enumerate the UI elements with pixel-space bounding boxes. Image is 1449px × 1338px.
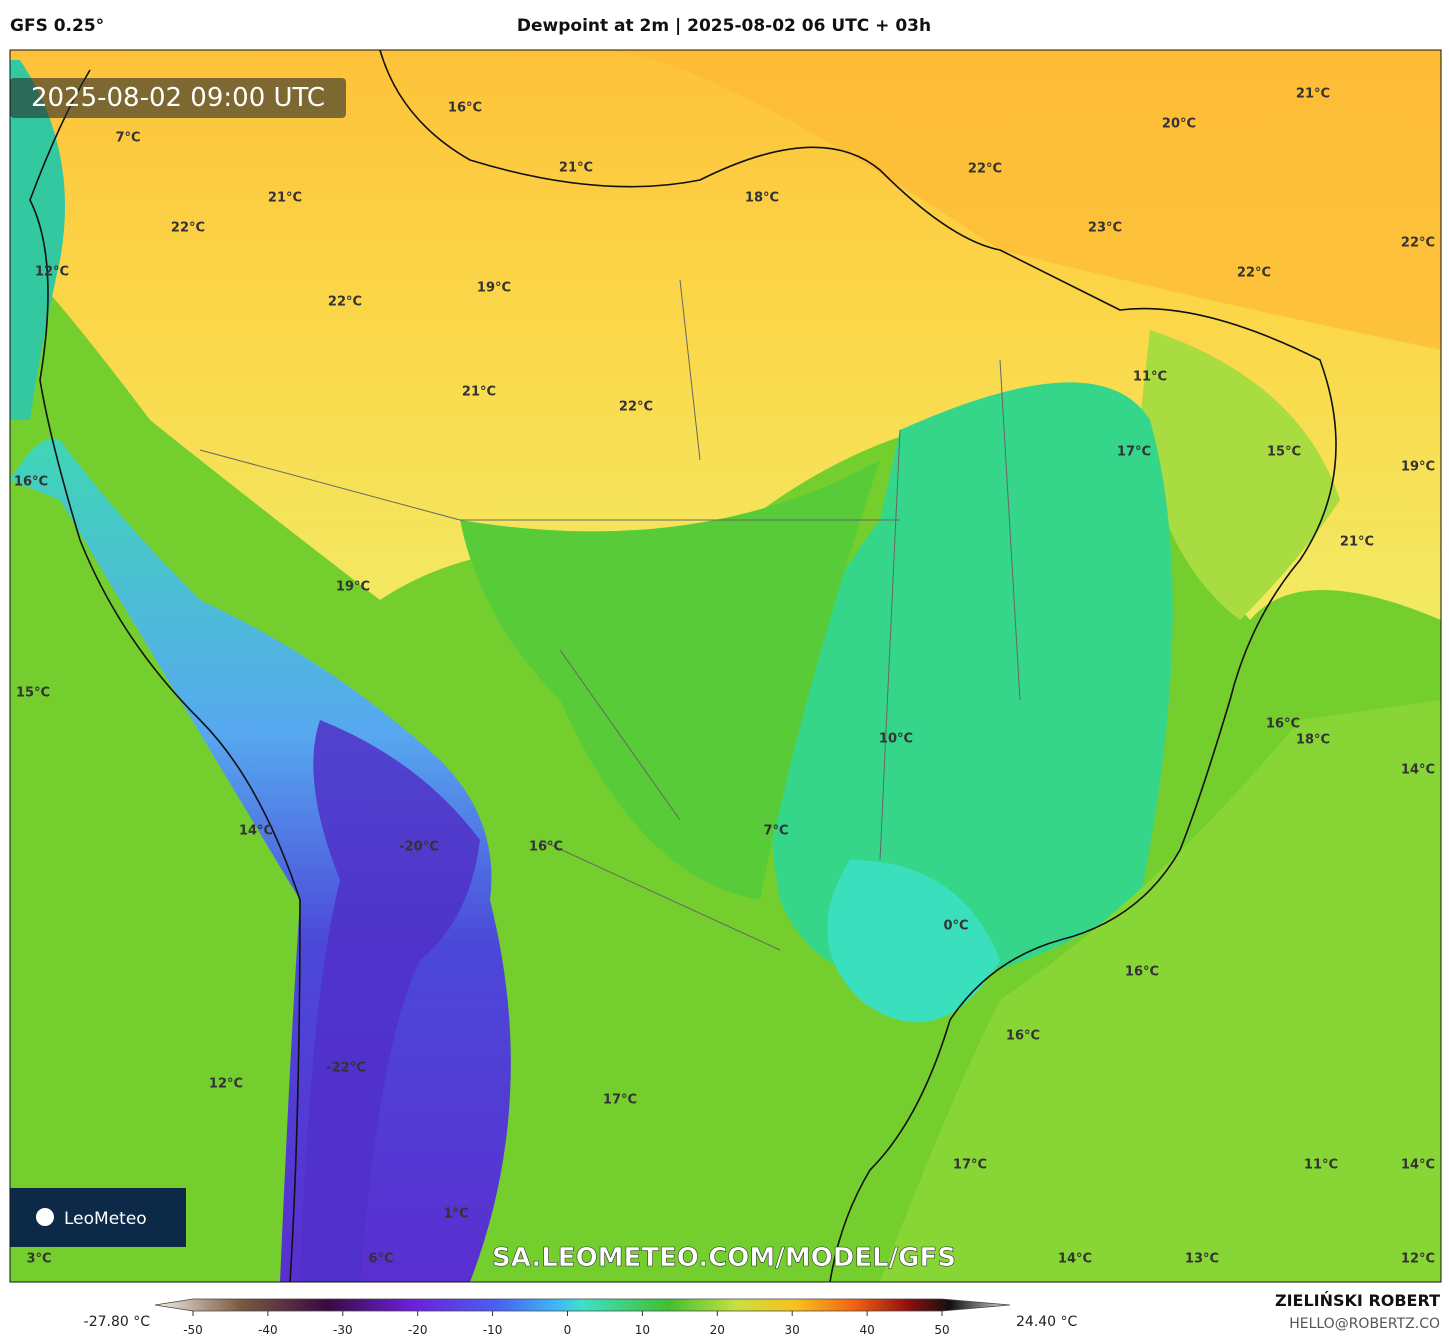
south-atlantic (880, 700, 1441, 1282)
northern-andes (10, 60, 65, 420)
temperature-label: 18°C (1296, 733, 1330, 748)
author: ZIELIŃSKI ROBERT (1275, 1291, 1440, 1310)
temperature-label: 16°C (1125, 965, 1159, 980)
temperature-label: 16°C (1006, 1029, 1040, 1044)
temperature-label: 16°C (14, 475, 48, 490)
timestamp-box (10, 78, 346, 118)
timestamp: 2025-08-02 09:00 UTC (31, 83, 325, 113)
temperature-label: 22°C (1237, 266, 1271, 281)
map-area: 16°C 7°C 21°C 18°C 21°C 22°C 12°C 22°C 19°C 21°C 2… (10, 50, 1441, 1282)
temperature-label: 1°C (443, 1207, 468, 1222)
temperature-label: 22°C (968, 162, 1002, 177)
temperature-label: 15°C (16, 686, 50, 701)
colorbar-tick-label: 10 (635, 1323, 650, 1337)
colorbar-tick-label: 40 (859, 1323, 874, 1337)
temperature-label: 17°C (953, 1158, 987, 1173)
temperature-label: 19°C (336, 580, 370, 595)
watermark: SA.LEOMETEO.COM/MODEL/GFS (492, 1243, 956, 1273)
temperature-label: 22°C (619, 400, 653, 415)
coldest-plateau (827, 860, 1000, 1023)
temperature-label: 21°C (559, 161, 593, 176)
temperature-label: 20°C (1162, 117, 1196, 132)
temperature-label: 17°C (603, 1093, 637, 1108)
logo-text: LeoMeteo (64, 1209, 147, 1229)
colorbar-tick-label: 30 (785, 1323, 800, 1337)
email: HELLO@ROBERTZ.CO (1289, 1316, 1440, 1332)
logo-sun (36, 1208, 54, 1226)
map-labels: 16°C 7°C 21°C 18°C 21°C 22°C 12°C 22°C 19°C 21°C 2… (14, 87, 1435, 1267)
warm-atlantic (600, 50, 1441, 350)
temperature-label: 16°C (448, 101, 482, 116)
temperature-label: 14°C (1401, 763, 1435, 778)
temperature-label: 10°C (879, 732, 913, 747)
colorbar-max: 24.40 °C (1016, 1314, 1078, 1330)
temperature-label: 12°C (35, 265, 69, 280)
temperature-label: 21°C (1296, 87, 1330, 102)
colorbar-tick-label: -30 (333, 1323, 353, 1337)
temperature-label: 12°C (209, 1077, 243, 1092)
temperature-label: 17°C (1117, 445, 1151, 460)
temperature-label: -20°C (399, 840, 439, 855)
colorbar-tick-label: 0 (564, 1323, 572, 1337)
map-frame (9, 49, 1442, 1283)
temperature-label: -22°C (326, 1061, 366, 1076)
central-brazil (460, 460, 880, 900)
temperature-label: 14°C (1058, 1252, 1092, 1267)
temperature-label: 21°C (1340, 535, 1374, 550)
colorbar-tick-label: 20 (710, 1323, 725, 1337)
temperature-label: 22°C (328, 295, 362, 310)
coastline (29, 50, 1337, 1282)
colorbar-tick-label: -10 (483, 1323, 503, 1337)
temperature-label: 22°C (171, 221, 205, 236)
colorbar-tick-label: 50 (934, 1323, 949, 1337)
map-title: Dewpoint at 2m | 2025-08-02 06 UTC + 03h (517, 16, 931, 36)
temperature-label: 11°C (1133, 370, 1167, 385)
temperature-label: 7°C (763, 824, 788, 839)
temperature-label: 14°C (1401, 1158, 1435, 1173)
colorbar-min: -27.80 °C (84, 1314, 151, 1330)
temperature-label: 12°C (1401, 1252, 1435, 1267)
temperature-label: 19°C (477, 281, 511, 296)
temperature-label: 7°C (115, 131, 140, 146)
temperature-label: 16°C (1266, 717, 1300, 732)
temperature-label: 11°C (1304, 1158, 1338, 1173)
altiplano-minimum (300, 720, 480, 1282)
temperature-label: 21°C (268, 191, 302, 206)
temperature-label: 16°C (529, 840, 563, 855)
temperature-label: 19°C (1401, 460, 1435, 475)
southeast-dry (771, 382, 1173, 984)
colorbar-tick-label: -20 (408, 1323, 428, 1337)
temperature-label: 22°C (1401, 236, 1435, 251)
temperature-label: 0°C (943, 919, 968, 934)
temperature-label: 14°C (239, 824, 273, 839)
borders (199, 279, 1021, 951)
temperature-label: 18°C (745, 191, 779, 206)
temperature-label: 21°C (462, 385, 496, 400)
temperature-label: 15°C (1267, 445, 1301, 460)
temperature-label: 13°C (1185, 1252, 1219, 1267)
model-name: GFS 0.25° (10, 16, 104, 36)
colorbar-ticks: -50 -40 -30 -20 -10 0 10 20 30 40 50 (183, 1311, 950, 1337)
temperature-label: 23°C (1088, 221, 1122, 236)
temperature-label: 6°C (368, 1252, 393, 1267)
temperature-label: 3°C (26, 1252, 51, 1267)
colorbar (154, 1298, 1011, 1312)
northeast-dry (1140, 330, 1340, 620)
colorbar-tick-label: -50 (183, 1323, 203, 1337)
colorbar-tick-label: -40 (258, 1323, 278, 1337)
